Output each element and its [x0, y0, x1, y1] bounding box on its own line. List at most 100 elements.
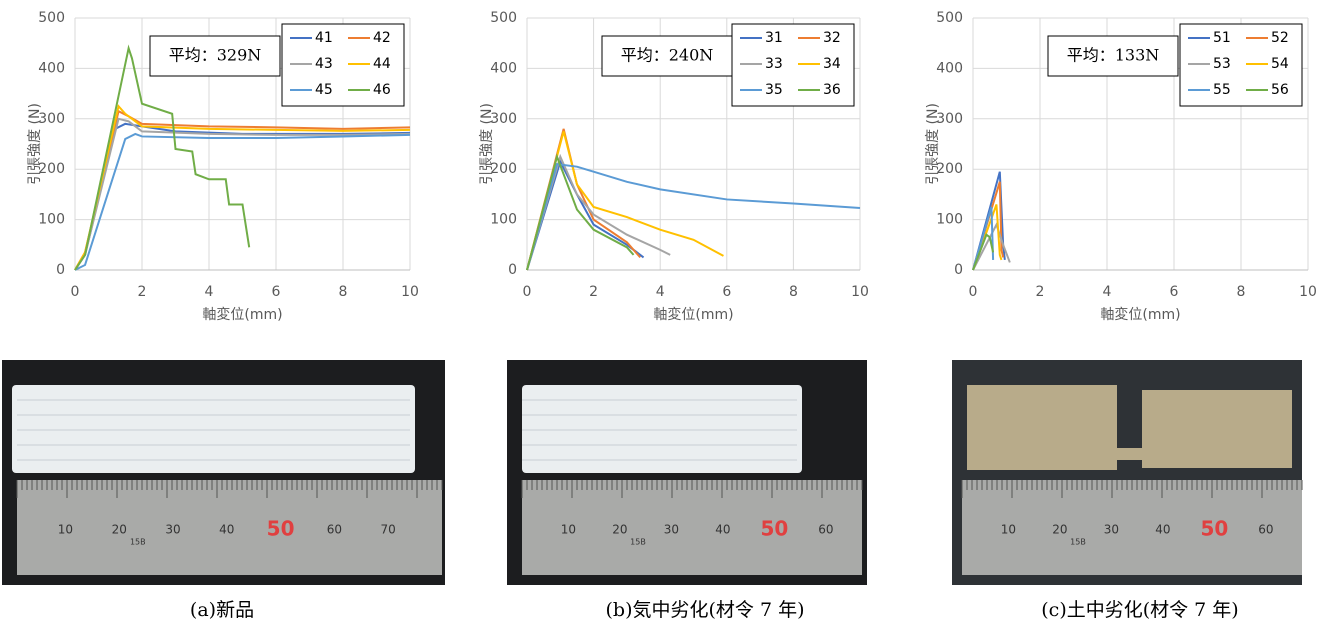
x-tick-label: 0	[71, 284, 80, 300]
x-tick-label: 4	[656, 284, 665, 300]
x-tick-label: 8	[339, 284, 348, 300]
ruler-mark: 15B	[1070, 538, 1086, 547]
x-tick-label: 2	[138, 284, 147, 300]
ruler-label: 10	[58, 523, 73, 537]
y-tick-label: 300	[38, 111, 65, 127]
ruler-label: 40	[715, 523, 730, 537]
annotation: 平均：329N	[169, 46, 262, 65]
legend-label: 41	[315, 30, 333, 46]
data-line	[526, 153, 671, 271]
y-tick-label: 500	[38, 10, 65, 26]
x-axis-label: 軸変位(mm)	[653, 306, 733, 323]
data-line	[526, 163, 861, 271]
x-tick-label: 8	[1237, 284, 1246, 300]
y-tick-label: 500	[490, 10, 517, 26]
legend-label: 54	[1271, 56, 1289, 72]
ruler-label: 10	[1001, 523, 1016, 537]
ruler-label: 40	[1155, 523, 1170, 537]
y-axis-label: 引張強度 (N)	[27, 103, 43, 185]
x-tick-label: 4	[205, 284, 214, 300]
ruler-label: 60	[327, 523, 342, 537]
legend-label: 44	[373, 56, 391, 72]
caption: (a)新品	[190, 599, 254, 621]
legend-label: 55	[1213, 82, 1231, 98]
ruler-label: 30	[165, 523, 180, 537]
y-tick-label: 200	[38, 161, 65, 177]
legend-label: 56	[1271, 82, 1289, 98]
legend-label: 32	[823, 30, 841, 46]
legend-label: 42	[373, 30, 391, 46]
specimen	[522, 385, 802, 473]
ruler-label: 40	[219, 523, 234, 537]
y-tick-label: 200	[490, 161, 517, 177]
data-line	[526, 128, 641, 271]
y-tick-label: 400	[490, 60, 517, 76]
annotation-box	[601, 35, 733, 77]
ruler	[522, 480, 862, 575]
legend-label: 45	[315, 82, 333, 98]
y-tick-label: 300	[936, 111, 963, 127]
ruler-mark: 15B	[130, 538, 146, 547]
data-line	[74, 132, 411, 271]
x-axis-label: 軸変位(mm)	[202, 306, 282, 323]
x-tick-label: 2	[1036, 284, 1045, 300]
y-tick-label: 0	[954, 262, 963, 278]
ruler-label: 60	[818, 523, 833, 537]
ruler	[17, 480, 442, 575]
data-line	[74, 122, 411, 271]
legend-label: 46	[373, 82, 391, 98]
ruler	[962, 480, 1302, 575]
x-tick-label: 8	[789, 284, 798, 300]
y-axis-label: 引張強度 (N)	[479, 103, 495, 185]
ruler-label: 50	[1201, 517, 1229, 541]
y-tick-label: 0	[56, 262, 65, 278]
y-axis-label: 引張強度 (N)	[925, 103, 941, 185]
legend-label: 53	[1213, 56, 1231, 72]
x-tick-label: 2	[589, 284, 598, 300]
data-line	[972, 206, 995, 271]
y-tick-label: 400	[38, 60, 65, 76]
specimen	[12, 385, 415, 473]
ruler-label: 60	[1258, 523, 1273, 537]
data-line	[526, 153, 635, 271]
data-line	[74, 104, 411, 271]
y-tick-label: 100	[38, 212, 65, 228]
legend-label: 34	[823, 56, 841, 72]
y-tick-label: 300	[490, 111, 517, 127]
ruler-label: 20	[612, 523, 627, 537]
legend-label: 52	[1271, 30, 1289, 46]
data-line	[74, 44, 251, 271]
legend-label: 36	[823, 82, 841, 98]
annotation: 平均：240N	[621, 46, 714, 65]
annotation-box	[149, 35, 281, 77]
ruler-label: 50	[761, 517, 789, 541]
legend-label: 31	[765, 30, 783, 46]
legend-label: 33	[765, 56, 783, 72]
ruler-label: 20	[1052, 523, 1067, 537]
x-tick-label: 10	[401, 284, 419, 300]
y-tick-label: 100	[936, 212, 963, 228]
x-tick-label: 4	[1103, 284, 1112, 300]
x-tick-label: 6	[722, 284, 731, 300]
y-tick-label: 200	[936, 161, 963, 177]
caption: (c)土中劣化(材令 7 年)	[1041, 599, 1238, 621]
ruler-label: 50	[267, 517, 295, 541]
data-line	[972, 222, 1011, 271]
ruler-label: 70	[381, 523, 396, 537]
annotation-box	[1047, 35, 1179, 77]
ruler-label: 10	[561, 523, 576, 537]
ruler-label: 20	[112, 523, 127, 537]
y-tick-label: 400	[936, 60, 963, 76]
legend-label: 43	[315, 56, 333, 72]
specimen-piece	[1032, 448, 1172, 460]
data-line	[526, 131, 724, 271]
x-tick-label: 6	[1170, 284, 1179, 300]
caption: (b)気中劣化(材令 7 年)	[606, 599, 805, 621]
ruler-label: 30	[664, 523, 679, 537]
y-tick-label: 0	[508, 262, 517, 278]
x-tick-label: 10	[851, 284, 869, 300]
x-tick-label: 0	[969, 284, 978, 300]
legend-label: 35	[765, 82, 783, 98]
y-tick-label: 100	[490, 212, 517, 228]
legend-label: 51	[1213, 30, 1231, 46]
